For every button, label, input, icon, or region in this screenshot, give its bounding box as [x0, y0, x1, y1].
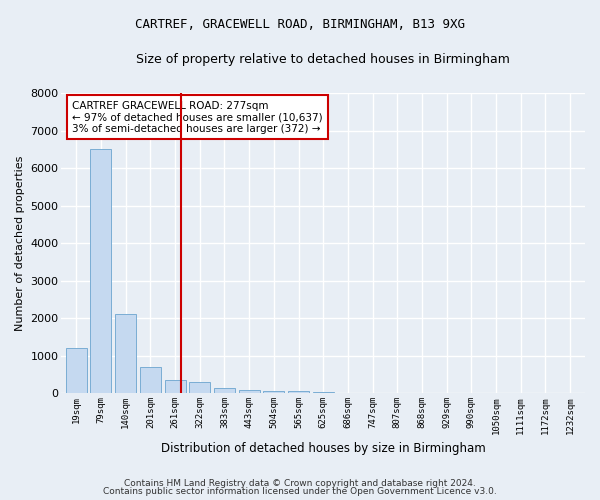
Bar: [288, 392, 309, 394]
Bar: [214, 388, 235, 394]
Bar: [239, 390, 260, 394]
Title: Size of property relative to detached houses in Birmingham: Size of property relative to detached ho…: [136, 52, 510, 66]
Text: Contains public sector information licensed under the Open Government Licence v3: Contains public sector information licen…: [103, 487, 497, 496]
Bar: [115, 314, 136, 394]
Bar: [189, 382, 210, 394]
Bar: [91, 150, 112, 394]
Bar: [313, 392, 334, 394]
Text: Contains HM Land Registry data © Crown copyright and database right 2024.: Contains HM Land Registry data © Crown c…: [124, 478, 476, 488]
Text: CARTREF, GRACEWELL ROAD, BIRMINGHAM, B13 9XG: CARTREF, GRACEWELL ROAD, BIRMINGHAM, B13…: [135, 18, 465, 30]
Bar: [263, 391, 284, 394]
Y-axis label: Number of detached properties: Number of detached properties: [15, 156, 25, 331]
Bar: [140, 367, 161, 394]
X-axis label: Distribution of detached houses by size in Birmingham: Distribution of detached houses by size …: [161, 442, 485, 455]
Bar: [66, 348, 87, 394]
Bar: [164, 380, 185, 394]
Text: CARTREF GRACEWELL ROAD: 277sqm
← 97% of detached houses are smaller (10,637)
3% : CARTREF GRACEWELL ROAD: 277sqm ← 97% of …: [72, 100, 323, 134]
